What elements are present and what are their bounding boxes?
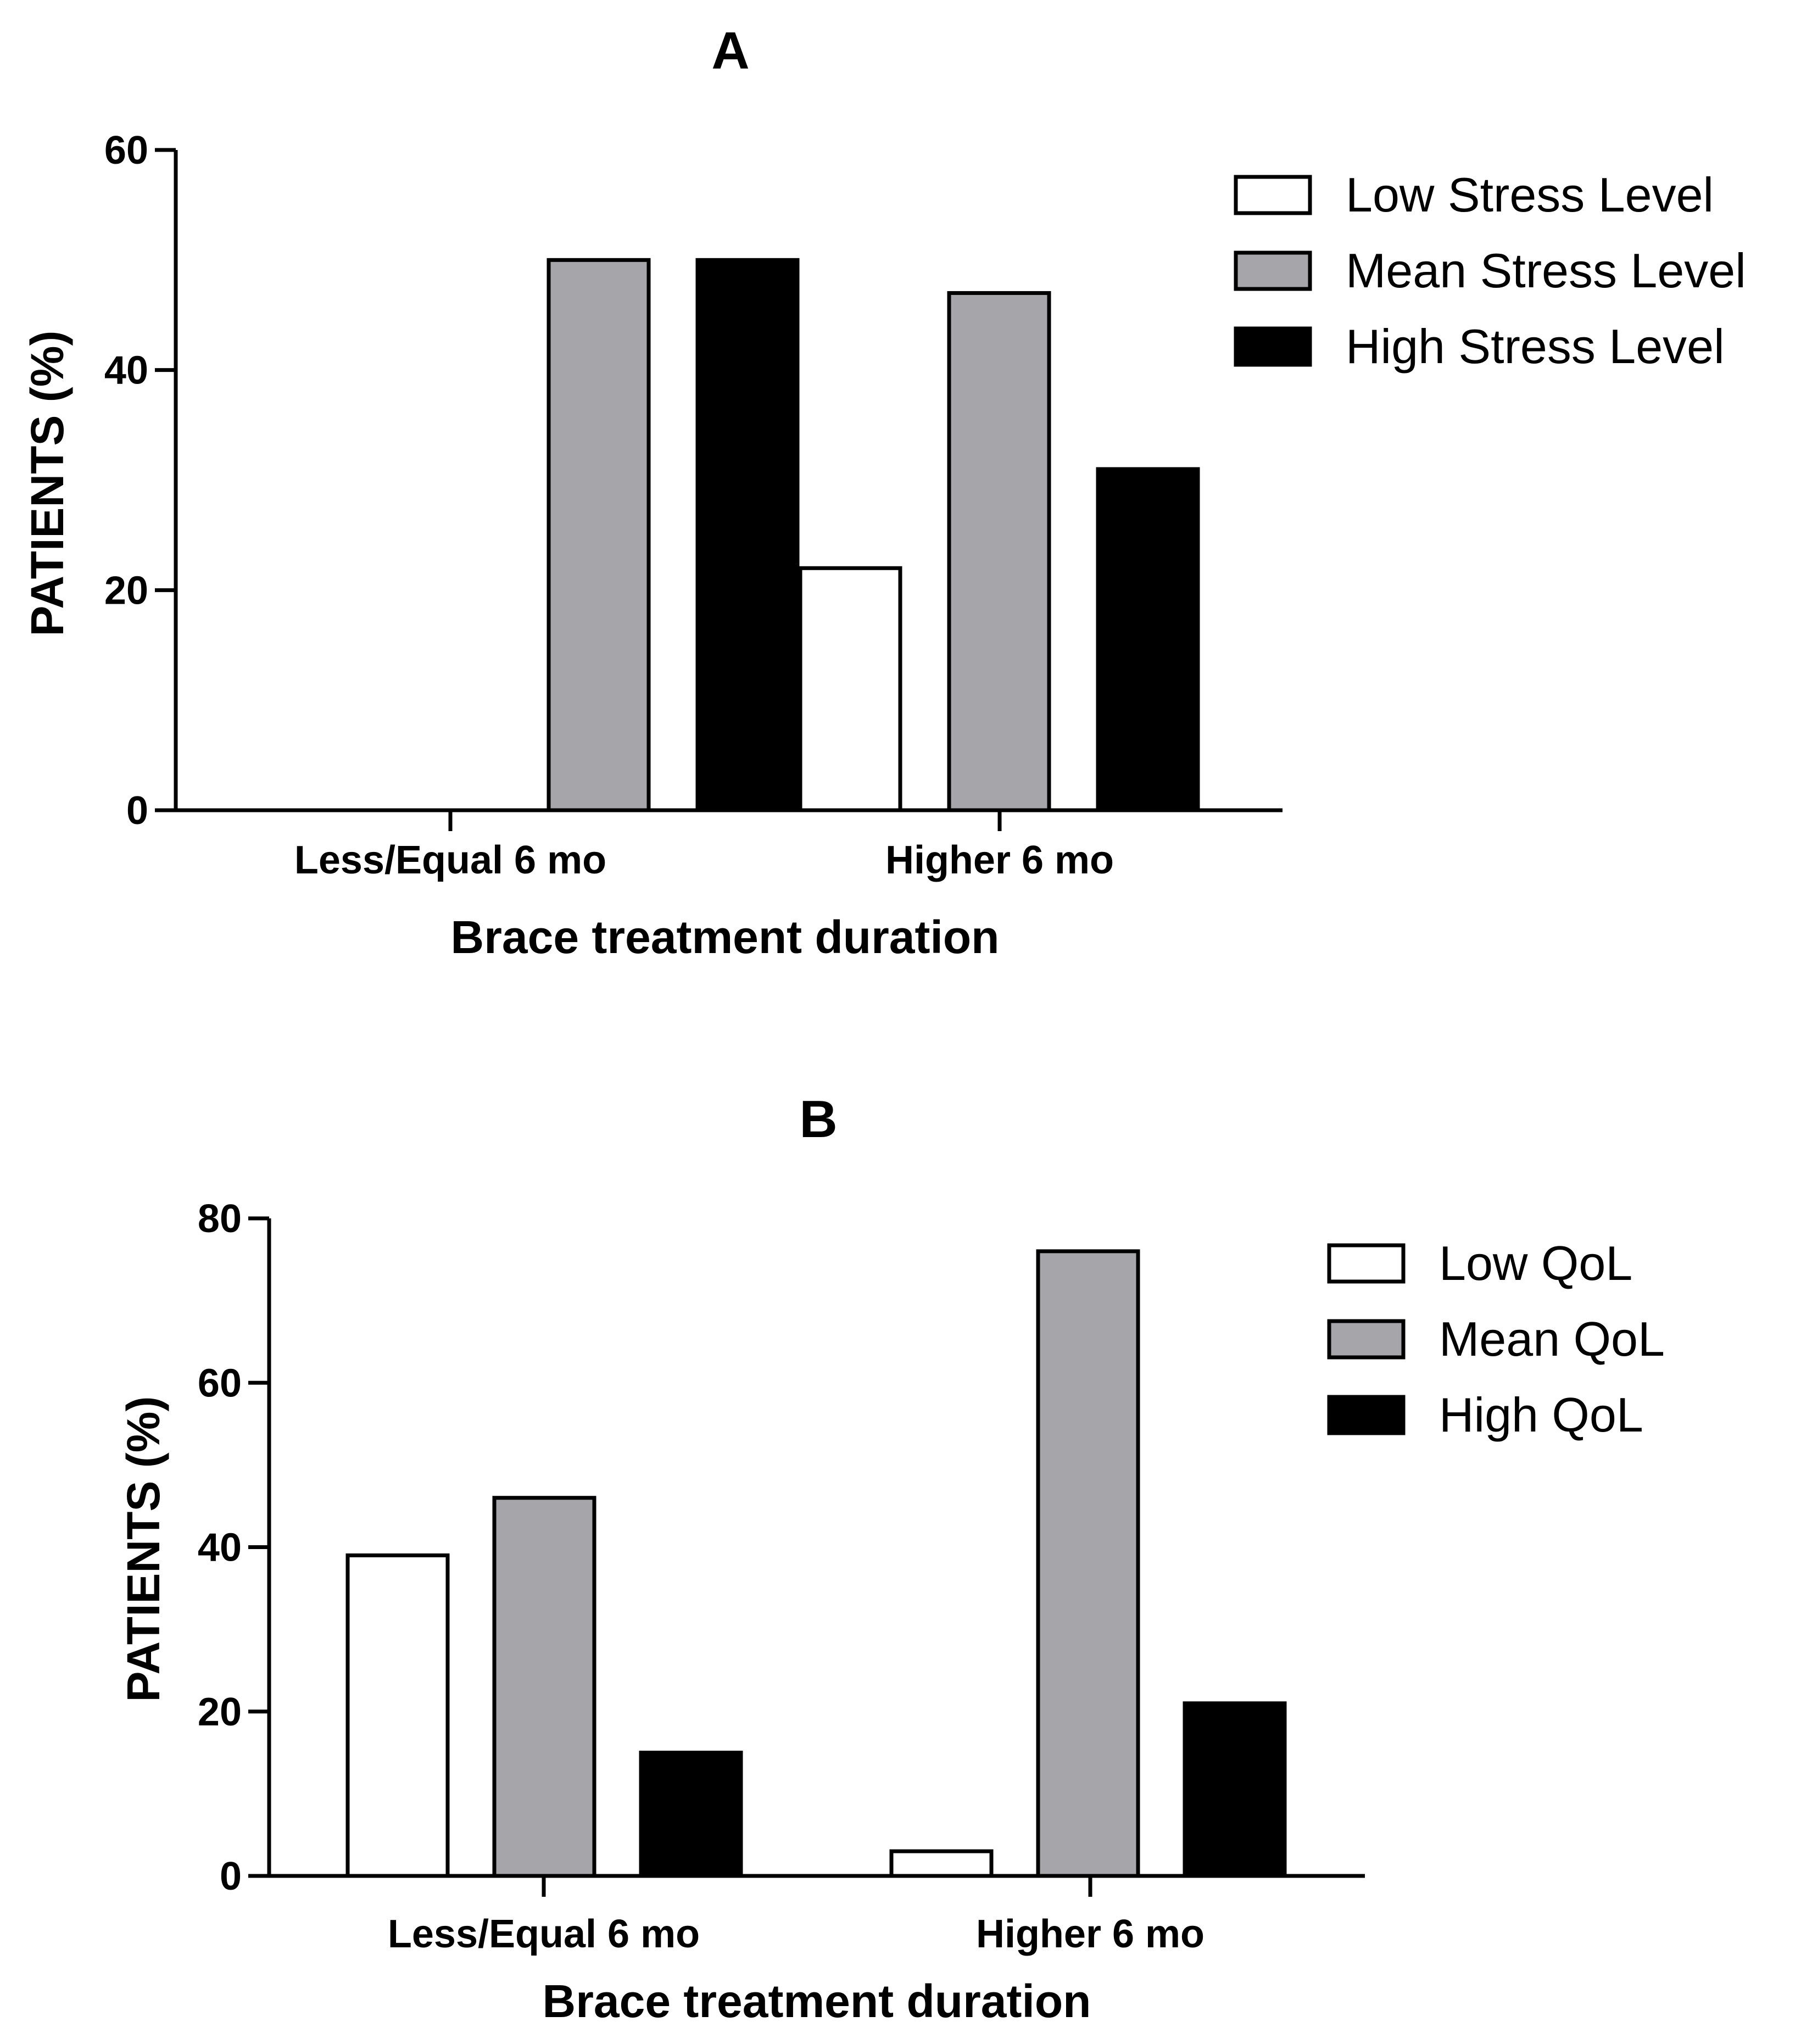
legend-label: High Stress Level: [1346, 319, 1725, 374]
bar: [492, 1496, 596, 1878]
legend-swatch: [1327, 1395, 1406, 1435]
legend-label: High QoL: [1439, 1388, 1643, 1442]
y-tick-label: 0: [126, 789, 148, 833]
legend: Low QoL Mean QoL High QoL: [1327, 1236, 1665, 1442]
axes: 0 20 40 60 Less/Equal 6 mo Higher 6 mo: [104, 129, 1283, 882]
x-tick-label: Less/Equal 6 mo: [388, 1912, 700, 1956]
bars: [345, 1249, 1287, 1878]
bar: [1096, 467, 1200, 812]
y-tick-label: 40: [104, 349, 148, 393]
y-tick-label: 80: [198, 1197, 242, 1241]
bar: [889, 1849, 994, 1878]
legend-swatch: [1234, 250, 1312, 291]
x-axis-label: Brace treatment duration: [543, 1975, 1091, 2027]
legend-label: Low Stress Level: [1346, 168, 1714, 222]
bar: [947, 291, 1051, 812]
y-tick-label: 0: [220, 1854, 242, 1898]
legend-swatch: [1234, 326, 1312, 367]
x-tick-label: Less/Equal 6 mo: [294, 838, 606, 882]
x-axis-label: Brace treatment duration: [451, 911, 1000, 963]
chart-panel-b: B PATIENTS (%) Brace treatment duration …: [118, 1090, 1665, 2027]
y-axis-label: PATIENTS (%): [21, 331, 73, 637]
legend: Low Stress Level Mean Stress Level High St…: [1234, 168, 1746, 374]
chart-title: B: [799, 1090, 837, 1149]
bars: [547, 258, 1200, 812]
x-tick-label: Higher 6 mo: [885, 838, 1114, 882]
bar: [798, 566, 902, 812]
legend-swatch: [1327, 1319, 1406, 1360]
legend-swatch: [1234, 175, 1312, 215]
bar: [345, 1553, 450, 1878]
bar: [547, 258, 651, 812]
chart-title: A: [711, 21, 749, 80]
legend-label: Low QoL: [1439, 1236, 1632, 1290]
legend-label: Mean Stress Level: [1346, 243, 1746, 298]
bar: [639, 1751, 743, 1878]
legend-swatch: [1327, 1243, 1406, 1284]
bar: [1036, 1249, 1140, 1878]
legend-label: Mean QoL: [1439, 1312, 1665, 1366]
chart-panel-a: A PATIENTS (%) Brace treatment duration …: [21, 21, 1746, 963]
y-tick-label: 40: [198, 1526, 242, 1570]
x-tick-label: Higher 6 mo: [976, 1912, 1205, 1956]
y-axis-label: PATIENTS (%): [118, 1396, 169, 1702]
y-tick-label: 60: [198, 1361, 242, 1405]
axes: 0 20 40 60 80 Less/Equal 6 mo Higher 6 mo: [198, 1197, 1365, 1956]
bar: [695, 258, 800, 812]
y-tick-label: 20: [104, 569, 148, 612]
bar: [1183, 1701, 1287, 1878]
y-tick-label: 60: [104, 129, 148, 172]
y-tick-label: 20: [198, 1690, 242, 1734]
